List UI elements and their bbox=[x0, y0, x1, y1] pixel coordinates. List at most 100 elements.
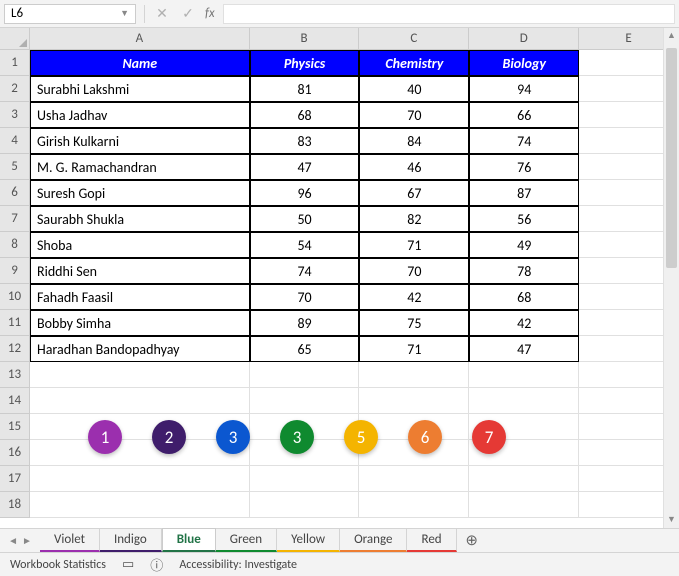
value-cell[interactable]: 78 bbox=[469, 258, 579, 284]
value-cell[interactable]: 83 bbox=[250, 128, 360, 154]
cell[interactable] bbox=[250, 362, 360, 388]
row-header-15[interactable]: 15 bbox=[0, 414, 30, 440]
value-cell[interactable]: 50 bbox=[250, 206, 360, 232]
col-header-D[interactable]: D bbox=[469, 28, 579, 50]
row-header-5[interactable]: 5 bbox=[0, 154, 30, 180]
add-sheet-button[interactable]: ⊕ bbox=[457, 529, 487, 552]
value-cell[interactable]: 74 bbox=[469, 128, 579, 154]
row-header-9[interactable]: 9 bbox=[0, 258, 30, 284]
name-box[interactable]: L6 ▼ bbox=[4, 4, 136, 24]
value-cell[interactable]: 70 bbox=[250, 284, 360, 310]
cell[interactable] bbox=[469, 466, 579, 492]
cell[interactable] bbox=[250, 466, 360, 492]
value-cell[interactable]: 68 bbox=[250, 102, 360, 128]
value-cell[interactable]: 47 bbox=[469, 336, 579, 362]
value-cell[interactable]: 84 bbox=[359, 128, 469, 154]
cell[interactable] bbox=[30, 492, 250, 518]
cell[interactable] bbox=[250, 388, 360, 414]
table-header[interactable]: Biology bbox=[469, 50, 579, 76]
cells-area[interactable]: NamePhysicsChemistryBiology Surabhi Laksh… bbox=[30, 50, 679, 528]
accessibility-icon[interactable]: ⓘ bbox=[150, 555, 163, 574]
sheet-tab-orange[interactable]: Orange bbox=[340, 529, 407, 552]
row-header-17[interactable]: 17 bbox=[0, 466, 30, 492]
col-header-A[interactable]: A bbox=[30, 28, 250, 50]
vertical-scrollbar[interactable]: ▲ ▼ bbox=[663, 28, 679, 528]
row-header-8[interactable]: 8 bbox=[0, 232, 30, 258]
value-cell[interactable]: 74 bbox=[250, 258, 360, 284]
value-cell[interactable]: 49 bbox=[469, 232, 579, 258]
row-header-7[interactable]: 7 bbox=[0, 206, 30, 232]
name-cell[interactable]: Surabhi Lakshmi bbox=[30, 76, 250, 102]
col-header-B[interactable]: B bbox=[250, 28, 360, 50]
value-cell[interactable]: 46 bbox=[359, 154, 469, 180]
stats-icon[interactable]: ▭ bbox=[122, 557, 134, 572]
value-cell[interactable]: 89 bbox=[250, 310, 360, 336]
sheet-tab-red[interactable]: Red bbox=[407, 529, 456, 552]
row-header-4[interactable]: 4 bbox=[0, 128, 30, 154]
value-cell[interactable]: 65 bbox=[250, 336, 360, 362]
cell[interactable] bbox=[469, 362, 579, 388]
value-cell[interactable]: 76 bbox=[469, 154, 579, 180]
value-cell[interactable]: 96 bbox=[250, 180, 360, 206]
row-header-10[interactable]: 10 bbox=[0, 284, 30, 310]
row-header-14[interactable]: 14 bbox=[0, 388, 30, 414]
name-cell[interactable]: Shoba bbox=[30, 232, 250, 258]
row-header-12[interactable]: 12 bbox=[0, 336, 30, 362]
row-header-3[interactable]: 3 bbox=[0, 102, 30, 128]
col-header-C[interactable]: C bbox=[359, 28, 469, 50]
table-header[interactable]: Chemistry bbox=[359, 50, 469, 76]
row-header-1[interactable]: 1 bbox=[0, 50, 30, 76]
name-cell[interactable]: M. G. Ramachandran bbox=[30, 154, 250, 180]
name-cell[interactable]: Fahadh Faasil bbox=[30, 284, 250, 310]
workbook-statistics[interactable]: Workbook Statistics bbox=[10, 558, 106, 572]
cell[interactable] bbox=[359, 492, 469, 518]
formula-input[interactable] bbox=[223, 4, 675, 24]
name-cell[interactable]: Bobby Simha bbox=[30, 310, 250, 336]
cell[interactable] bbox=[469, 492, 579, 518]
value-cell[interactable]: 56 bbox=[469, 206, 579, 232]
scroll-down-icon[interactable]: ▼ bbox=[664, 512, 679, 528]
name-cell[interactable]: Haradhan Bandopadhyay bbox=[30, 336, 250, 362]
value-cell[interactable]: 68 bbox=[469, 284, 579, 310]
row-header-13[interactable]: 13 bbox=[0, 362, 30, 388]
scrollbar-thumb[interactable] bbox=[666, 48, 677, 268]
cell[interactable] bbox=[250, 492, 360, 518]
name-cell[interactable]: Girish Kulkarni bbox=[30, 128, 250, 154]
table-header[interactable]: Physics bbox=[250, 50, 360, 76]
value-cell[interactable]: 54 bbox=[250, 232, 360, 258]
sheet-tab-violet[interactable]: Violet bbox=[40, 529, 100, 552]
cell[interactable] bbox=[30, 362, 250, 388]
value-cell[interactable]: 70 bbox=[359, 102, 469, 128]
value-cell[interactable]: 71 bbox=[359, 336, 469, 362]
sheet-tab-yellow[interactable]: Yellow bbox=[277, 529, 340, 552]
name-cell[interactable]: Suresh Gopi bbox=[30, 180, 250, 206]
value-cell[interactable]: 42 bbox=[469, 310, 579, 336]
value-cell[interactable]: 47 bbox=[250, 154, 360, 180]
value-cell[interactable]: 81 bbox=[250, 76, 360, 102]
cell[interactable] bbox=[30, 466, 250, 492]
value-cell[interactable]: 42 bbox=[359, 284, 469, 310]
tab-nav-arrows[interactable]: ◄► bbox=[0, 529, 40, 552]
value-cell[interactable]: 66 bbox=[469, 102, 579, 128]
value-cell[interactable]: 71 bbox=[359, 232, 469, 258]
value-cell[interactable]: 70 bbox=[359, 258, 469, 284]
name-cell[interactable]: Riddhi Sen bbox=[30, 258, 250, 284]
cell[interactable] bbox=[30, 388, 250, 414]
chevron-down-icon[interactable]: ▼ bbox=[120, 8, 129, 19]
sheet-tab-indigo[interactable]: Indigo bbox=[100, 529, 162, 552]
row-header-11[interactable]: 11 bbox=[0, 310, 30, 336]
value-cell[interactable]: 94 bbox=[469, 76, 579, 102]
cell[interactable] bbox=[359, 466, 469, 492]
sheet-tab-green[interactable]: Green bbox=[216, 529, 277, 552]
name-cell[interactable]: Usha Jadhav bbox=[30, 102, 250, 128]
table-header[interactable]: Name bbox=[30, 50, 250, 76]
name-cell[interactable]: Saurabh Shukla bbox=[30, 206, 250, 232]
row-header-16[interactable]: 16 bbox=[0, 440, 30, 466]
fx-label[interactable]: fx bbox=[205, 6, 215, 21]
row-header-6[interactable]: 6 bbox=[0, 180, 30, 206]
sheet-tab-blue[interactable]: Blue bbox=[162, 528, 216, 552]
value-cell[interactable]: 87 bbox=[469, 180, 579, 206]
value-cell[interactable]: 75 bbox=[359, 310, 469, 336]
cell[interactable] bbox=[359, 362, 469, 388]
value-cell[interactable]: 82 bbox=[359, 206, 469, 232]
